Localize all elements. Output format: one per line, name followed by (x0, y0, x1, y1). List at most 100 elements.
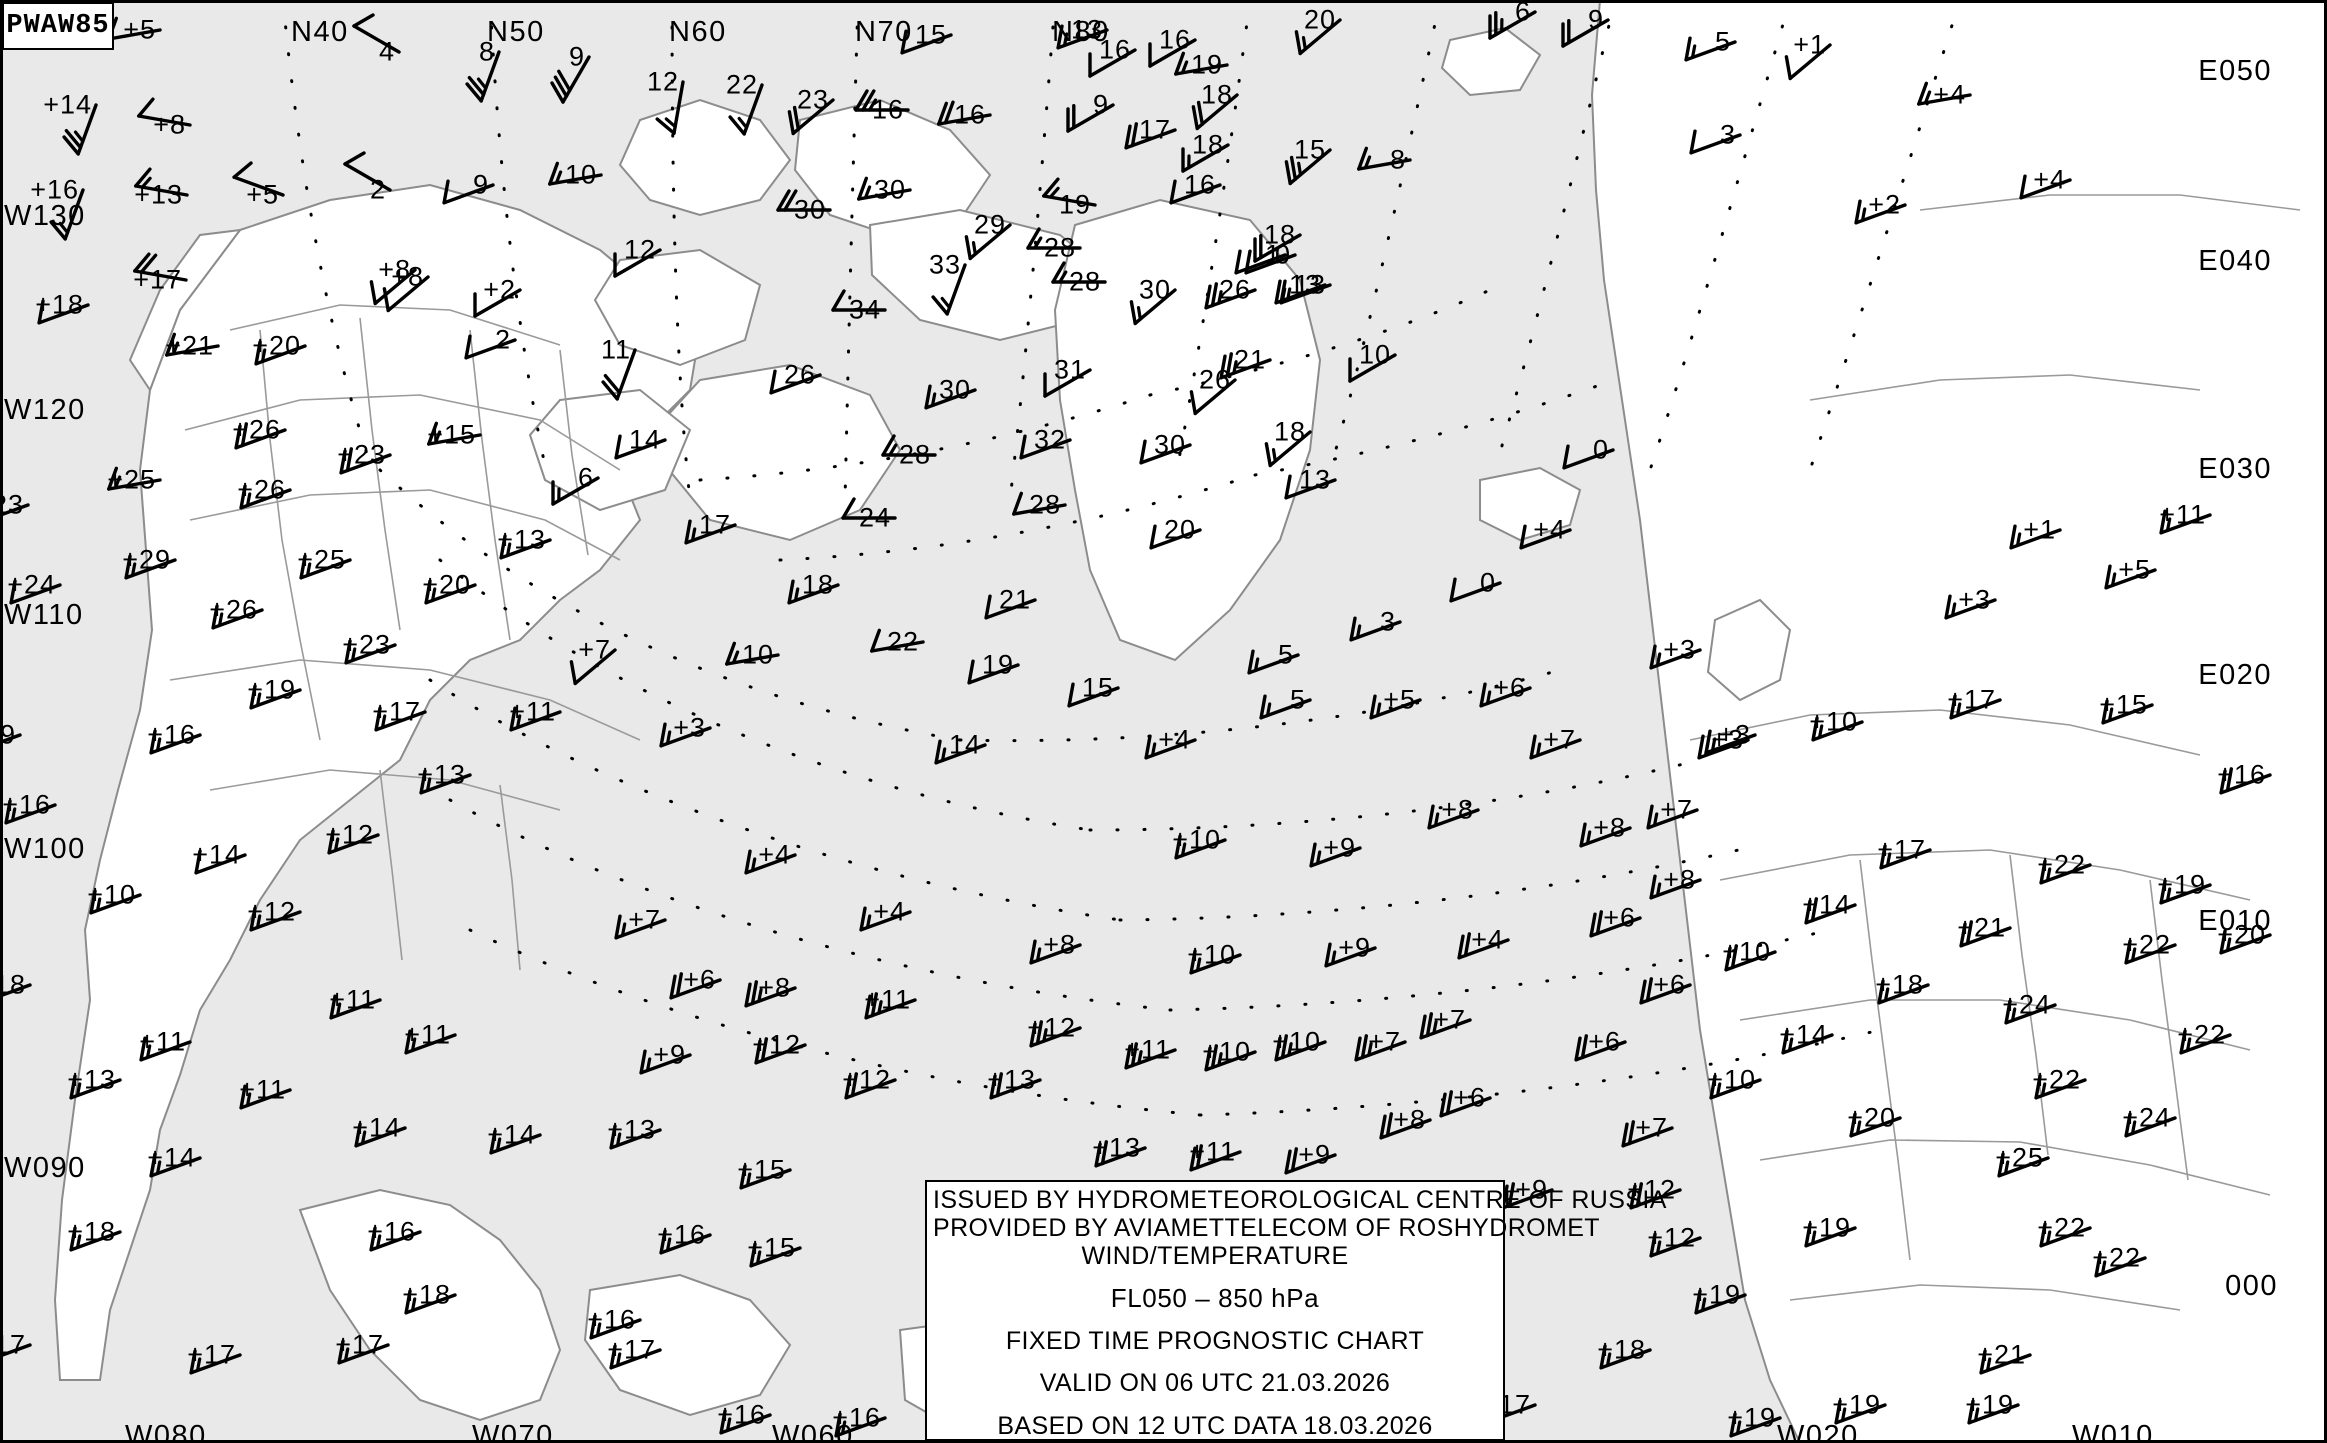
station-temperature-label: +7 (1433, 1004, 1466, 1035)
station-temperature-label: 19 (1058, 189, 1091, 220)
station-temperature-label: +14 (1802, 889, 1851, 920)
station-temperature-label: +24 (7, 569, 56, 600)
station-temperature-label: +10 (1172, 824, 1221, 855)
graticule-label-w020: W020 (1777, 1420, 1859, 1443)
station-temperature-label: +3 (1711, 724, 1744, 755)
station-temperature-label: +7 (1635, 1112, 1668, 1143)
station-temperature-label: 18 (1263, 219, 1296, 250)
political-borders (169, 194, 2301, 1311)
station-temperature-label: +9 (1298, 1139, 1331, 1170)
station-temperature-label: 10 (741, 639, 774, 670)
station-temperature-label: +4 (758, 839, 791, 870)
station-temperature-label: 6 (577, 462, 594, 493)
station-temperature-label: 30 (873, 174, 906, 205)
station-temperature-label: +12 (1647, 1222, 1696, 1253)
station-temperature-label: +17 (187, 1339, 236, 1370)
station-temperature-label: +13 (987, 1064, 1036, 1095)
station-temperature-label: +11 (1124, 1034, 1171, 1065)
graticule-label-e010: E010 (2198, 905, 2272, 937)
station-temperature-label: 31 (1053, 354, 1086, 385)
station-temperature-label: +16 (832, 1402, 881, 1433)
station-temperature-label: 33 (928, 249, 961, 280)
station-temperature-label: +7 (1660, 794, 1693, 825)
station-temperature-label: 26 (1218, 274, 1251, 305)
station-temperature-label: +16 (587, 1304, 636, 1335)
station-temperature-label: 32 (1033, 424, 1066, 455)
station-temperature-label: 34 (848, 294, 881, 325)
graticule-label-000: 000 (2225, 1270, 2278, 1302)
station-temperature-label: +12 (1027, 1012, 1076, 1043)
station-temperature-label: +6 (1493, 672, 1526, 703)
station-temperature-label: +4 (1933, 79, 1966, 110)
station-temperature-label: 14 (628, 424, 661, 455)
station-temperature-label: +8 (1663, 864, 1696, 895)
station-temperature-label: +7 (578, 634, 611, 665)
station-temperature-label: +11 (864, 984, 911, 1015)
product-id-label: PWAW85 (6, 11, 110, 41)
station-temperature-label: 5 (1714, 26, 1731, 57)
station-temperature-label: +18 (402, 1279, 451, 1310)
station-temperature-label: +17 (1877, 834, 1926, 865)
station-temperature-label: +12 (1627, 1174, 1676, 1205)
station-temperature-label: 28 (898, 439, 931, 470)
landmasses (53, 0, 2327, 1443)
station-temperature-label: +17 (1947, 684, 1996, 715)
victoria-island (528, 388, 692, 512)
station-temperature-label: +15 (737, 1154, 786, 1185)
graticule-label-w070: W070 (472, 1420, 554, 1443)
station-temperature-label: 4 (378, 36, 395, 67)
station-temperature-label: 20 (1303, 4, 1336, 35)
station-temperature-label: +4 (2033, 164, 2066, 195)
station-temperature-label: 19 (1190, 49, 1223, 80)
station-temperature-label: +4 (873, 896, 906, 927)
station-temperature-label: +10 (1202, 1036, 1251, 1067)
station-temperature-label: 3 (1719, 119, 1736, 150)
graticule-label-n60: N60 (669, 16, 727, 48)
station-temperature-label: +19 (247, 674, 296, 705)
station-temperature-label: +26 (232, 414, 281, 445)
station-temperature-label: +16 (2217, 759, 2266, 790)
station-temperature-label: 30 (793, 194, 826, 225)
station-temperature-label: 10 (564, 159, 597, 190)
station-temperature-label: +14 (352, 1112, 401, 1143)
legend-valid-line: VALID ON 06 UTC 21.03.2026 (1039, 1369, 1391, 1398)
station-temperature-label: +6 (1453, 1082, 1486, 1113)
station-temperature-label: +4 (1533, 514, 1566, 545)
station-temperature-label: +14 (147, 1142, 196, 1173)
graticule-lines (281, 0, 1962, 1117)
legend-level-line: FL050 – 850 hPa (1110, 1283, 1320, 1313)
station-temperature-label: +11 (329, 984, 376, 1015)
station-temperature-label: +16 (657, 1219, 706, 1250)
station-temperature-label: +22 (2177, 1019, 2226, 1050)
station-temperature-label: +9 (1323, 832, 1356, 863)
station-temperature-label: 29 (973, 209, 1006, 240)
station-temperature-label: 26 (1198, 364, 1231, 395)
station-temperature-label: +6 (1653, 969, 1686, 1000)
station-temperature-label: 6 (1514, 0, 1531, 27)
station-temperature-label: 21 (1233, 344, 1266, 375)
station-temperature-label: +22 (2032, 1064, 2081, 1095)
legend-charttype-line: FIXED TIME PROGNOSTIC CHART (1005, 1326, 1425, 1355)
station-temperature-label: +9 (653, 1039, 686, 1070)
station-temperature-label: 14 (948, 729, 981, 760)
station-temperature-label: 16 (871, 94, 904, 125)
station-temperature-label: +7 (628, 904, 661, 935)
station-temperature-label: +12 (842, 1064, 891, 1095)
station-temperature-label: +10 (1187, 939, 1236, 970)
station-temperature-label: +21 (1957, 912, 2006, 943)
station-temperature-label: +14 (1779, 1019, 1828, 1050)
station-temperature-label: +16 (717, 1399, 766, 1430)
legend-based-line: BASED ON 12 UTC DATA 18.03.2026 (997, 1411, 1433, 1440)
graticule-label-n40: N40 (291, 16, 349, 48)
station-temperature-label: +18 (35, 289, 84, 320)
station-temperature-label: +23 (342, 629, 391, 660)
station-temperature-label: +16 (2, 789, 51, 820)
station-temperature-label: +15 (2099, 689, 2148, 720)
station-temperature-label: +29 (122, 544, 171, 575)
station-temperature-label: +13 (497, 524, 546, 555)
station-temperature-label: +5 (246, 179, 279, 210)
station-temperature-label: 22 (886, 626, 919, 657)
station-temperature-label: 0 (1479, 567, 1496, 598)
station-temperature-label: 2 (369, 174, 386, 205)
